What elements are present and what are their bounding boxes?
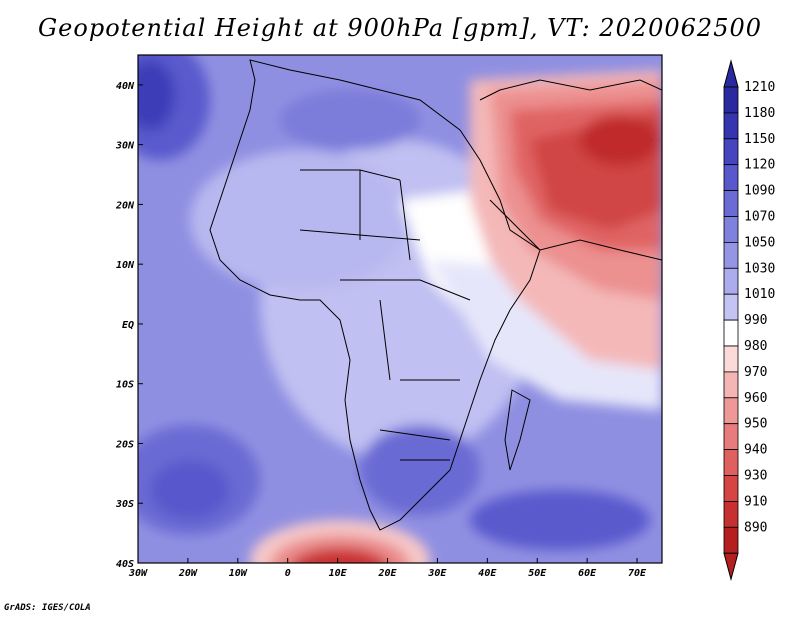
colorbar-swatch (723, 500, 739, 528)
colorbar-swatch (723, 164, 739, 191)
colorbar-swatch (723, 241, 739, 269)
lon-tick-label: 20W (178, 568, 198, 579)
colorbar-label: 960 (744, 391, 767, 406)
lat-tick-label: 20N (115, 200, 135, 211)
lat-tick-label: 20S (115, 439, 134, 450)
colorbar-label: 890 (744, 520, 767, 535)
colorbar-swatch (723, 475, 739, 502)
colorbar-swatch (723, 86, 739, 114)
colorbar-label: 1210 (744, 80, 775, 95)
colorbar-swatch (723, 449, 739, 476)
lon-tick-label: 30W (128, 568, 148, 579)
plot-frame (137, 54, 663, 564)
colorbar-high-arrow (723, 59, 739, 88)
colorbar-label: 1030 (744, 261, 775, 276)
colorbar-label: 1090 (744, 184, 775, 199)
longitude-axis: 30W 20W 10W 0 10E 20E 30E 40E 50E 60E 70E (128, 558, 647, 579)
colorbar-label: 910 (744, 494, 767, 509)
colorbar-swatch (723, 293, 739, 321)
colorbar-swatch (723, 267, 739, 295)
colorbar-swatch (723, 397, 739, 425)
colorbar-label: 990 (744, 313, 767, 328)
colorbar-swatch (723, 216, 739, 243)
colorbar-swatch (723, 138, 739, 166)
colorbar-swatch (723, 190, 739, 217)
lon-tick-label: 50E (528, 568, 547, 579)
colorbar-label: 1180 (744, 106, 775, 121)
lat-tick-label: EQ (122, 320, 134, 331)
colorbar-label: 1070 (744, 210, 775, 225)
grads-credit: GrADS: IGES/COLA (4, 603, 91, 613)
lat-tick-label: 10N (116, 260, 135, 271)
colorbar-swatch (723, 371, 739, 399)
colorbar-swatch (723, 423, 739, 451)
lon-tick-label: 60E (578, 568, 597, 579)
lon-tick-label: 70E (628, 568, 647, 579)
lon-tick-label: 0 (285, 568, 291, 579)
colorbar-swatch (723, 319, 739, 347)
latitude-axis: 40N 30N 20N 10N EQ 10S 20S 30S 40S (115, 81, 143, 570)
colorbar-label: 970 (744, 365, 767, 380)
lon-tick-label: 30E (427, 568, 447, 579)
lon-tick-label: 40E (478, 568, 497, 579)
lon-tick-label: 10E (329, 568, 348, 579)
lat-tick-label: 40S (116, 559, 134, 570)
colorbar-swatch (723, 345, 739, 373)
lat-tick-label: 40N (116, 81, 135, 92)
colorbar-swatch (723, 526, 739, 554)
colorbar-label: 950 (744, 417, 767, 432)
lat-tick-label: 30N (115, 141, 135, 152)
lon-tick-label: 10W (229, 568, 248, 579)
colorbar-low-arrow (723, 552, 739, 582)
lat-tick-label: 10S (116, 380, 134, 391)
colorbar-label: 930 (744, 469, 767, 484)
lon-tick-label: 20E (377, 568, 397, 579)
colorbar: 1210 1180 1150 1120 1090 1070 1050 1030 1010 990 9… (723, 59, 775, 582)
colorbar-label: 1050 (744, 235, 775, 250)
colorbar-label: 980 (744, 339, 767, 354)
colorbar-label: 1010 (744, 287, 775, 302)
colorbar-label: 1150 (744, 132, 775, 147)
geopotential-field (138, 55, 662, 563)
colorbar-swatch (723, 112, 739, 140)
lat-tick-label: 30S (115, 499, 134, 510)
colorbar-label: 940 (744, 443, 767, 458)
coastline-outline (209, 59, 662, 531)
map-title: Geopotential Height at 900hPa [gpm], VT:… (38, 14, 762, 42)
colorbar-label: 1120 (744, 158, 775, 173)
